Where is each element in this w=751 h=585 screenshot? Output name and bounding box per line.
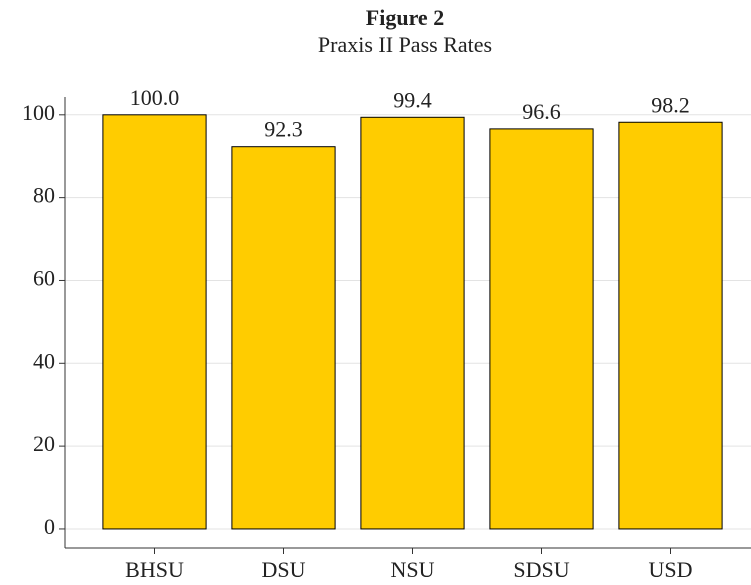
value-label: 96.6 [522,99,561,124]
x-tick-label: SDSU [513,557,569,582]
chart-subtitle: Praxis II Pass Rates [318,32,492,57]
x-tick-label: USD [648,557,692,582]
y-tick-label: 80 [33,183,55,208]
bar [489,128,594,530]
x-tick-label: DSU [261,557,305,582]
y-tick-label: 0 [44,514,55,539]
bar [618,121,723,530]
chart-title: Figure 2 [366,5,444,30]
value-label: 92.3 [264,117,303,142]
y-tick-label: 40 [33,348,55,373]
bar [360,116,465,530]
x-tick-label: BHSU [125,557,184,582]
bar [231,146,336,530]
y-tick-label: 60 [33,266,55,291]
value-label: 98.2 [651,92,690,117]
y-tick-label: 100 [22,100,55,125]
bar [102,114,207,530]
value-label: 99.4 [393,87,432,112]
x-tick-label: NSU [390,557,434,582]
y-tick-label: 20 [33,431,55,456]
value-label: 100.0 [130,85,180,110]
